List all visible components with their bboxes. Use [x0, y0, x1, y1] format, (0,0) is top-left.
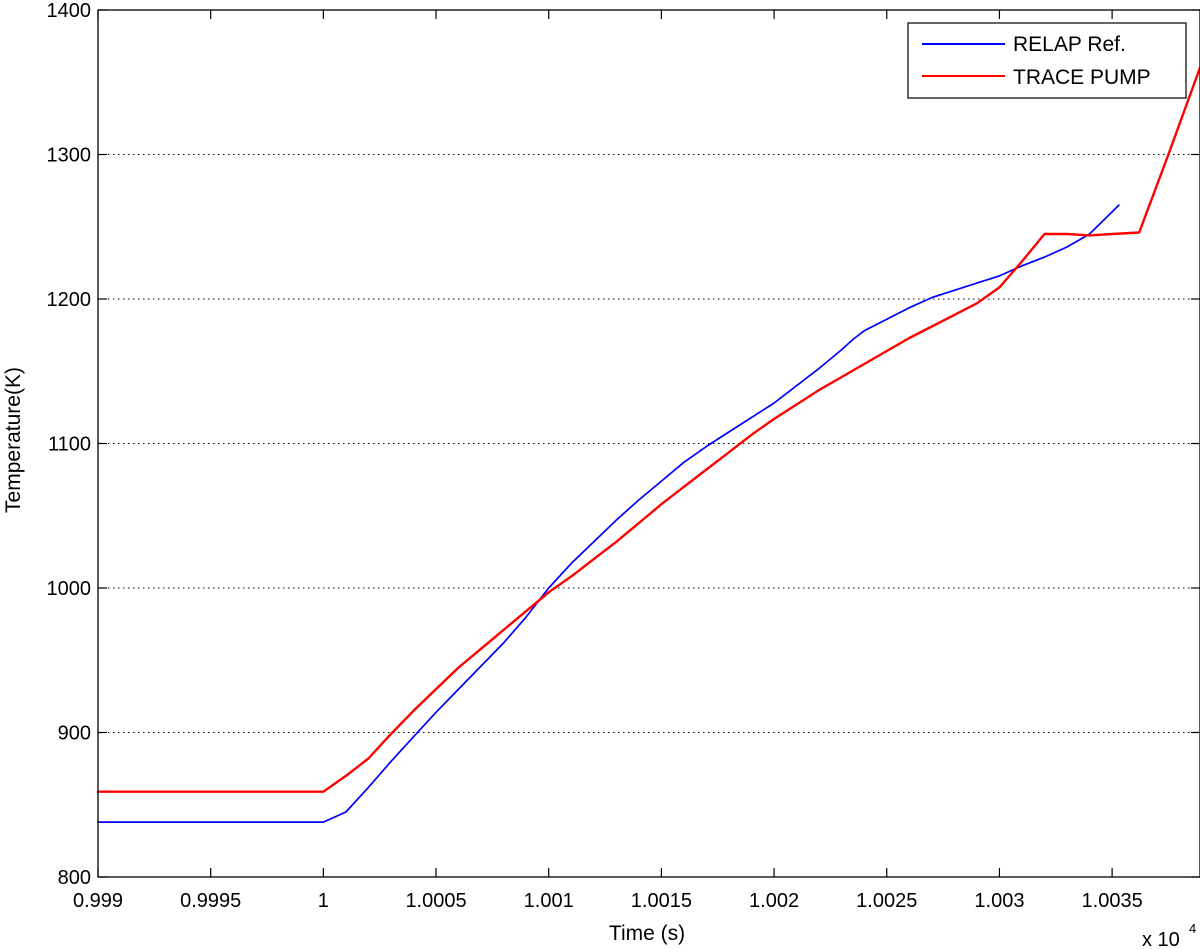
x-tick-label: 1.0025: [856, 890, 917, 912]
x-axis-label: Time (s): [609, 922, 685, 945]
gridlines: [98, 154, 1200, 733]
x-tick-label: 1: [318, 890, 329, 912]
x-tick-label: 1.0035: [1082, 890, 1143, 912]
x-tick-label: 1.0005: [405, 890, 466, 912]
x-tick-label: 1.003: [974, 890, 1024, 912]
x-tick-label: 1.002: [749, 890, 799, 912]
y-tick-label: 1300: [47, 145, 92, 167]
x-tick-label: 0.9995: [180, 890, 241, 912]
y-axis-label: Temperature(K): [2, 367, 25, 513]
x-axis-multiplier-exponent: 4: [1189, 921, 1196, 936]
series-line-trace: [96, 66, 1200, 793]
y-tick-label: 800: [58, 867, 91, 889]
x-axis-multiplier: x 10: [1142, 929, 1180, 949]
y-tick-label: 1400: [47, 0, 92, 22]
legend-label-relap: RELAP Ref.: [1013, 33, 1126, 56]
plot-series: [96, 66, 1200, 823]
y-tick-label: 1200: [47, 289, 92, 311]
x-tick-label: 1.0015: [631, 890, 692, 912]
legend-box: [907, 22, 1187, 99]
tick-labels: 800 900 1000 1100 1200 1300 1400 0.999 0.9995 1 1.…: [47, 0, 1143, 912]
x-tick-label: 0.999: [73, 890, 123, 912]
legend-label-trace: TRACE PUMP: [1013, 66, 1151, 89]
y-tick-label: 900: [58, 723, 91, 745]
y-tick-label: 1000: [47, 578, 92, 600]
y-tick-label: 1100: [48, 434, 91, 456]
series-line-relap: [97, 204, 1120, 823]
legend: RELAP Ref. TRACE PUMP: [907, 22, 1187, 99]
x-tick-label: 1.001: [524, 890, 574, 912]
axis-ticks: [97, 9, 1200, 878]
